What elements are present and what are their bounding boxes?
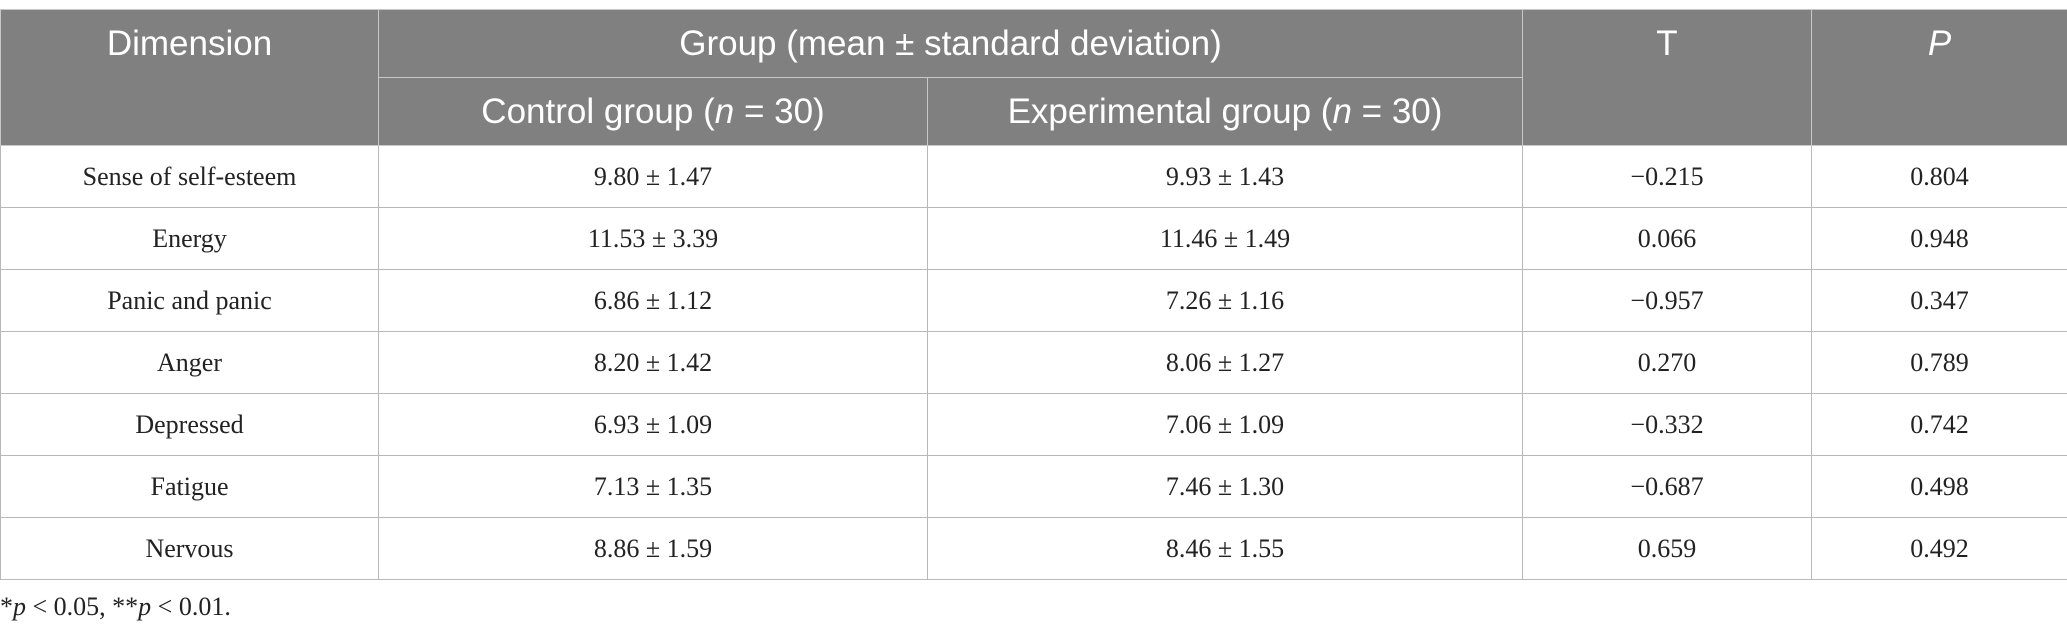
- text-segment: < 0.05, **: [26, 592, 139, 621]
- header-row: Dimension Group (mean ± standard deviati…: [0, 9, 2067, 146]
- table-row: Nervous 8.86 ± 1.59 8.46 ± 1.55 0.659 0.492: [0, 517, 2067, 580]
- table-cell: 0.347: [1811, 269, 2067, 332]
- table-cell: 9.80 ± 1.47: [378, 145, 928, 208]
- text-segment: p: [13, 592, 26, 621]
- table-cell: 6.93 ± 1.09: [378, 393, 928, 456]
- table-cell: 8.46 ± 1.55: [927, 517, 1523, 580]
- table-cell: 0.066: [1522, 207, 1812, 270]
- table-cell: Nervous: [0, 517, 379, 580]
- text-segment: n: [714, 92, 735, 131]
- header-cell: Group (mean ± standard deviation): [378, 9, 1523, 78]
- table-cell: 0.270: [1522, 331, 1812, 394]
- table-cell: 7.06 ± 1.09: [927, 393, 1523, 456]
- table-cell: 8.20 ± 1.42: [378, 331, 928, 394]
- table-row: Fatigue 7.13 ± 1.35 7.46 ± 1.30 −0.687 0.498: [0, 455, 2067, 518]
- table-cell: Sense of self-esteem: [0, 145, 379, 208]
- table-cell: 0.492: [1811, 517, 2067, 580]
- table-row: Energy 11.53 ± 3.39 11.46 ± 1.49 0.066 0.948: [0, 207, 2067, 270]
- table-row: Sense of self-esteem 9.80 ± 1.47 9.93 ± 1.…: [0, 145, 2067, 208]
- table-row: Anger 8.20 ± 1.42 8.06 ± 1.27 0.270 0.789: [0, 331, 2067, 394]
- text-segment: Control group (: [481, 92, 715, 131]
- table-cell: 0.804: [1811, 145, 2067, 208]
- table-cell: 7.13 ± 1.35: [378, 455, 928, 518]
- table-cell: −0.332: [1522, 393, 1812, 456]
- table-cell: Panic and panic: [0, 269, 379, 332]
- header-cell: P: [1811, 9, 2067, 146]
- table-cell: 6.86 ± 1.12: [378, 269, 928, 332]
- table-wrap: Dimension Group (mean ± standard deviati…: [0, 9, 2067, 580]
- table-body: Sense of self-esteem 9.80 ± 1.47 9.93 ± 1.…: [0, 145, 2067, 580]
- text-segment: n: [1332, 92, 1352, 131]
- table-cell: −0.687: [1522, 455, 1812, 518]
- text-segment: Experimental group (: [1007, 92, 1333, 131]
- text-segment: p: [138, 592, 152, 621]
- table-cell: −0.215: [1522, 145, 1812, 208]
- table-head: Dimension Group (mean ± standard deviati…: [0, 9, 2067, 146]
- table-cell: 8.06 ± 1.27: [927, 331, 1523, 394]
- text-segment: = 30): [1351, 92, 1443, 131]
- table-cell: Anger: [0, 331, 379, 394]
- text-segment: = 30): [734, 92, 825, 131]
- table-cell: Fatigue: [0, 455, 379, 518]
- table-cell: 9.93 ± 1.43: [927, 145, 1523, 208]
- table-cell: 7.26 ± 1.16: [927, 269, 1523, 332]
- header-cell: Experimental group (n = 30): [927, 77, 1523, 146]
- table-cell: 0.498: [1811, 455, 2067, 518]
- table-row: Depressed 6.93 ± 1.09 7.06 ± 1.09 −0.332 0.7…: [0, 393, 2067, 456]
- header-row: Control group (n = 30) Experimental group…: [1, 77, 2067, 146]
- table-cell: 8.86 ± 1.59: [378, 517, 928, 580]
- table-cell: 7.46 ± 1.30: [927, 455, 1523, 518]
- table-cell: −0.957: [1522, 269, 1812, 332]
- table-cell: Energy: [0, 207, 379, 270]
- text-segment: < 0.01.: [151, 592, 231, 621]
- header-cell: Control group (n = 30): [378, 77, 928, 146]
- text-segment: P: [1927, 24, 1952, 63]
- header-cell: Dimension: [0, 9, 379, 146]
- table-cell: 11.53 ± 3.39: [378, 207, 928, 270]
- table-cell: 0.789: [1811, 331, 2067, 394]
- table-cell: 0.659: [1522, 517, 1812, 580]
- text-segment: *: [0, 592, 13, 621]
- table-row: Panic and panic 6.86 ± 1.12 7.26 ± 1.16 −0.…: [0, 269, 2067, 332]
- table-cell: 0.948: [1811, 207, 2067, 270]
- header-cell: T: [1522, 9, 1812, 146]
- table-cell: Depressed: [0, 393, 379, 456]
- table-cell: 0.742: [1811, 393, 2067, 456]
- table-cell: 11.46 ± 1.49: [927, 207, 1523, 270]
- footnote: *p < 0.05, **p < 0.01.: [0, 592, 231, 622]
- table: Dimension Group (mean ± standard deviati…: [0, 9, 2067, 580]
